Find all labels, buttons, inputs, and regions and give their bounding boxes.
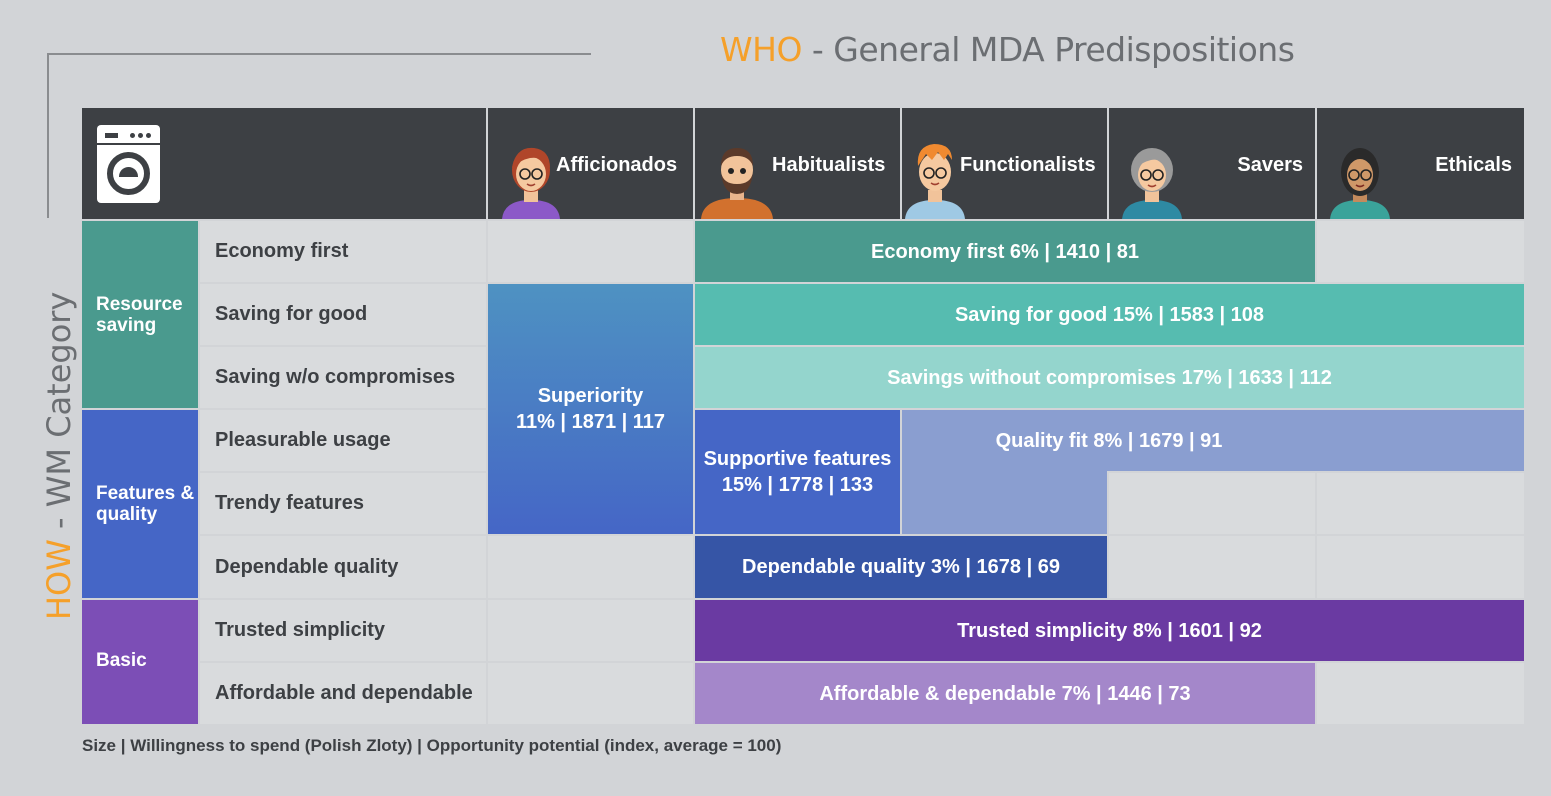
header-corner	[82, 108, 486, 219]
bar-saving-for-good: Saving for good 15% | 1583 | 108	[695, 284, 1524, 345]
empty-cell	[1317, 221, 1524, 282]
empty-cell	[1317, 663, 1524, 724]
empty-cell	[488, 600, 693, 661]
segment-header-ethicals: Ethicals	[1317, 108, 1524, 219]
category-basic: Basic	[82, 600, 198, 724]
bar-supportive-stats: 15% | 1778 | 133	[721, 474, 874, 496]
empty-cell	[1317, 536, 1524, 598]
footnote: Size | Willingness to spend (Polish Zlot…	[82, 736, 782, 755]
subcategory-affordable-dependable: Affordable and dependable	[200, 663, 486, 724]
empty-cell	[1109, 473, 1315, 534]
title-rest: - General MDA Predispositions	[801, 30, 1295, 69]
subcategory-economy-first: Economy first	[200, 221, 486, 282]
subcategory-saving-for-good: Saving for good	[200, 284, 486, 345]
subcategory-pleasurable-usage: Pleasurable usage	[200, 410, 486, 471]
bar-supportive-features: Supportive features 15% | 1778 | 133	[695, 410, 900, 534]
segment-label: Functionalists	[960, 154, 1096, 176]
segment-label: Habitualists	[772, 154, 886, 176]
bar-superiority-name: Superiority	[537, 385, 644, 407]
bar-superiority-stats: 11% | 1871 | 117	[515, 411, 666, 433]
washing-machine-icon	[97, 125, 160, 203]
category-resource-saving: Resource saving	[82, 221, 198, 408]
segment-header-functionalists: Functionalists	[902, 108, 1107, 219]
side-title: HOW - WM Category	[40, 292, 78, 620]
subcategory-trusted-simplicity: Trusted simplicity	[200, 600, 486, 661]
side-title-how: HOW	[40, 539, 78, 620]
segment-label: Savers	[1237, 154, 1303, 176]
empty-cell	[1109, 536, 1315, 598]
empty-cell	[488, 663, 693, 724]
subcategory-trendy-features: Trendy features	[200, 473, 486, 534]
category-features-quality: Features & quality	[82, 410, 198, 598]
side-title-rest: - WM Category	[40, 291, 78, 540]
segment-label: Afficionados	[556, 154, 678, 176]
segment-header-savers: Savers	[1109, 108, 1315, 219]
title-who: WHO	[720, 30, 802, 69]
segment-header-habitualists: Habitualists	[695, 108, 900, 219]
functionalist-avatar-icon	[904, 138, 966, 219]
bar-trusted-simplicity: Trusted simplicity 8% | 1601 | 92	[695, 600, 1524, 661]
bar-savings-without-compromises: Savings without compromises 17% | 1633 |…	[695, 347, 1524, 408]
subcategory-dependable-quality: Dependable quality	[200, 536, 486, 598]
empty-cell	[488, 221, 693, 282]
afficionado-avatar-icon	[500, 138, 562, 219]
bar-economy-first: Economy first 6% | 1410 | 81	[695, 221, 1315, 282]
bar-supportive-name: Supportive features	[703, 448, 892, 470]
subcategory-saving-wo-compromises: Saving w/o compromises	[200, 347, 486, 408]
segment-label: Ethicals	[1435, 154, 1512, 176]
bar-quality-fit-label: Quality fit 8% | 1679 | 91	[995, 429, 1223, 452]
ethical-avatar-icon	[1329, 138, 1391, 219]
bar-affordable-dependable: Affordable & dependable 7% | 1446 | 73	[695, 663, 1315, 724]
habitualist-avatar-icon	[701, 138, 773, 219]
title-rule-vertical	[47, 53, 49, 218]
bar-quality-fit-bottom	[902, 471, 1107, 534]
bar-superiority: Superiority 11% | 1871 | 117	[488, 284, 693, 534]
empty-cell	[1317, 473, 1524, 534]
segment-header-afficionados: Afficionados	[488, 108, 693, 219]
empty-cell	[488, 536, 693, 598]
page-title: WHO - General MDA Predispositions	[720, 30, 1295, 69]
saver-avatar-icon	[1121, 138, 1183, 219]
title-rule-horizontal	[47, 53, 591, 55]
bar-quality-fit-top	[902, 410, 1524, 471]
bar-dependable-quality: Dependable quality 3% | 1678 | 69	[695, 536, 1107, 598]
